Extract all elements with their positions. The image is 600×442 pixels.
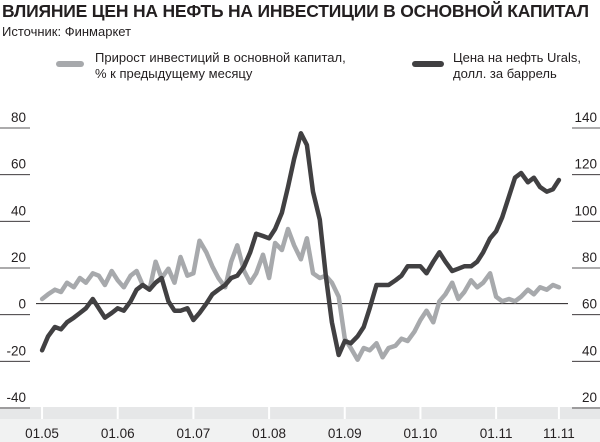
x-tick-label: 01.06: [101, 426, 135, 441]
x-tick-label: 01.09: [328, 426, 362, 441]
y-right-tick-label: 40: [582, 343, 597, 358]
y-right-tick-label: 100: [574, 203, 597, 218]
series-line-investment: [39, 226, 562, 362]
x-tick-label: 01.10: [404, 426, 438, 441]
y-right-tick-label: 60: [582, 297, 597, 312]
chart-title: ВЛИЯНИЕ ЦЕН НА НЕФТЬ НА ИНВЕСТИЦИИ В ОСН…: [2, 1, 589, 21]
x-tick-label: 11.11: [543, 426, 575, 441]
x-axis-band: [0, 407, 600, 419]
series-line-oil-price: [39, 131, 562, 358]
legend-label-investment: Прирост инвестиций в основной капитал, %…: [95, 50, 346, 81]
x-tick-label: 01.11: [480, 426, 513, 441]
chart-source: Источник: Финмаркет: [2, 24, 132, 39]
y-left-tick-label: 40: [11, 203, 26, 218]
y-left-tick-label: -20: [6, 343, 26, 358]
x-tick-label: 01.08: [252, 426, 286, 441]
y-left-tick-label: 80: [11, 110, 26, 125]
legend-swatch-oil-price: [412, 61, 444, 67]
y-right-tick-label: 140: [574, 110, 597, 125]
legend-label-oil-price: Цена на нефть Urals, долл. за баррель: [453, 50, 581, 81]
legend-swatch-investment: [56, 61, 84, 67]
y-left-tick-label: 0: [18, 297, 26, 312]
y-right-tick-label: 80: [582, 250, 597, 265]
y-left-tick-label: 60: [11, 157, 26, 172]
y-right-tick-label: 120: [574, 157, 597, 172]
x-tick-label: 01.07: [177, 426, 211, 441]
x-tick-label: 01.05: [25, 426, 59, 441]
y-right-tick-label: 20: [582, 390, 597, 405]
x-label-band: [0, 419, 600, 442]
y-left-tick-label: -40: [6, 390, 26, 405]
y-left-tick-label: 20: [11, 250, 26, 265]
